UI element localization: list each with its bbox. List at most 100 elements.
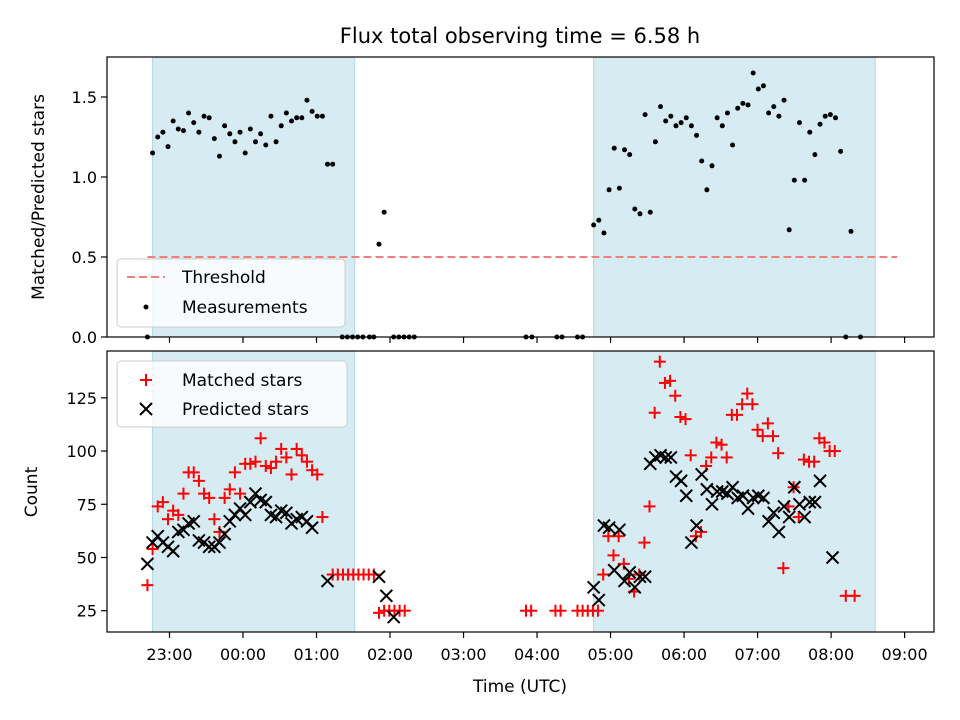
predicted-star-point bbox=[741, 501, 755, 516]
measurement-point bbox=[796, 120, 802, 126]
predicted-star-point bbox=[140, 557, 155, 571]
predicted-star-point bbox=[217, 527, 232, 541]
measurement-point bbox=[191, 120, 197, 126]
predicted-star-point bbox=[813, 474, 827, 488]
measurement-point bbox=[632, 206, 638, 212]
predicted-star-point bbox=[379, 589, 394, 603]
measurement-point bbox=[283, 110, 289, 116]
measurement-point bbox=[314, 113, 320, 119]
measurement-point bbox=[622, 147, 628, 153]
matched-star-point bbox=[710, 436, 723, 449]
top-y-tick-label: 0.0 bbox=[72, 328, 97, 347]
matched-star-point bbox=[275, 442, 288, 455]
predicted-star-point bbox=[372, 569, 386, 584]
x-tick-label: 04:00 bbox=[514, 645, 560, 664]
measurement-point bbox=[802, 177, 808, 183]
measurement-point bbox=[273, 139, 279, 145]
predicted-star-point bbox=[710, 484, 724, 499]
matched-star-point bbox=[141, 579, 154, 592]
matched-star-point bbox=[653, 355, 666, 368]
predicted-star-point bbox=[279, 506, 294, 520]
predicted-star-point bbox=[628, 580, 642, 595]
matched-star-point bbox=[311, 468, 324, 481]
bottom-x-ticks: 23:00 00:00 01:00 02:00 03:00 04:00 05:00 06:00… bbox=[146, 632, 928, 664]
measurement-point bbox=[647, 209, 653, 215]
matched-star-point bbox=[316, 511, 329, 524]
predicted-star-point bbox=[777, 499, 791, 514]
matched-star-point bbox=[828, 445, 841, 458]
measurement-point bbox=[688, 123, 694, 129]
measurement-point bbox=[822, 113, 828, 119]
predicted-star-point bbox=[736, 489, 750, 503]
matched-star-point bbox=[720, 451, 733, 464]
matched-star-point bbox=[264, 462, 277, 475]
measurement-point bbox=[694, 132, 700, 138]
x-tick-label: 00:00 bbox=[220, 645, 266, 664]
matched-star-point bbox=[730, 408, 743, 421]
measurement-point bbox=[817, 121, 823, 127]
measurement-point bbox=[668, 113, 674, 119]
matched-star-point bbox=[146, 542, 159, 555]
predicted-star-point bbox=[756, 491, 771, 505]
matched-star-point bbox=[792, 511, 805, 524]
x-tick-label: 07:00 bbox=[735, 645, 781, 664]
top-y-ticks: 0.0 0.5 1.0 1.5 bbox=[72, 88, 107, 347]
top-legend: Threshold Measurements bbox=[116, 258, 346, 328]
matched-star-point bbox=[761, 417, 774, 430]
measurement-point bbox=[771, 104, 777, 110]
matched-star-point bbox=[228, 466, 241, 479]
legend-measurements-label: Measurements bbox=[182, 298, 308, 318]
x-axis-label: Time (UTC) bbox=[472, 677, 567, 697]
measurement-point bbox=[258, 131, 264, 137]
measurement-point bbox=[591, 222, 597, 228]
predicted-star-point bbox=[761, 514, 776, 529]
top-y-axis-label: Matched/Predicted stars bbox=[29, 94, 49, 300]
measurement-point bbox=[237, 129, 243, 135]
predicted-star-point bbox=[607, 563, 621, 577]
measurement-point bbox=[294, 115, 300, 121]
measurement-point bbox=[232, 139, 238, 145]
measurement-point bbox=[319, 113, 325, 119]
bottom-y-tick-label: 25 bbox=[77, 602, 97, 621]
measurement-point bbox=[807, 129, 813, 135]
bottom-y-tick-label: 100 bbox=[66, 442, 97, 461]
predicted-star-point bbox=[617, 574, 632, 588]
legend-threshold-label: Threshold bbox=[181, 268, 266, 288]
x-tick-label: 03:00 bbox=[440, 645, 486, 664]
predicted-star-point bbox=[633, 569, 647, 584]
matched-star-point bbox=[638, 536, 651, 549]
matched-star-point bbox=[777, 562, 790, 575]
matched-star-point bbox=[187, 466, 200, 479]
measurement-point bbox=[252, 139, 258, 145]
matched-star-point bbox=[218, 491, 231, 504]
measurement-point bbox=[222, 123, 228, 129]
measurement-point bbox=[740, 100, 746, 106]
measurement-point bbox=[735, 105, 741, 111]
measurement-point bbox=[848, 228, 854, 234]
measurement-point bbox=[330, 161, 336, 167]
matched-star-point bbox=[736, 398, 749, 411]
measurement-point bbox=[596, 217, 602, 223]
x-tick-label: 06:00 bbox=[661, 645, 707, 664]
matched-star-point bbox=[525, 604, 538, 617]
matched-star-point bbox=[192, 474, 205, 487]
matched-star-point bbox=[259, 459, 272, 472]
measurement-point bbox=[730, 142, 736, 148]
predicted-star-point bbox=[767, 506, 781, 520]
measurement-point bbox=[791, 177, 797, 183]
top-axes-frame bbox=[106, 56, 935, 338]
measurement-point bbox=[724, 110, 730, 116]
measurement-point bbox=[201, 113, 207, 119]
matched-star-point bbox=[818, 436, 831, 449]
legend-predicted-label: Predicted stars bbox=[182, 400, 309, 420]
x-tick-label: 05:00 bbox=[587, 645, 633, 664]
top-y-tick-label: 1.0 bbox=[72, 168, 97, 187]
matched-star-point bbox=[156, 496, 169, 509]
predicted-star-point bbox=[772, 525, 786, 539]
predicted-star-point bbox=[664, 450, 678, 465]
matched-star-point bbox=[597, 568, 610, 581]
matched-star-point bbox=[684, 449, 697, 462]
measurement-point bbox=[381, 209, 387, 215]
measurement-point bbox=[211, 136, 217, 142]
